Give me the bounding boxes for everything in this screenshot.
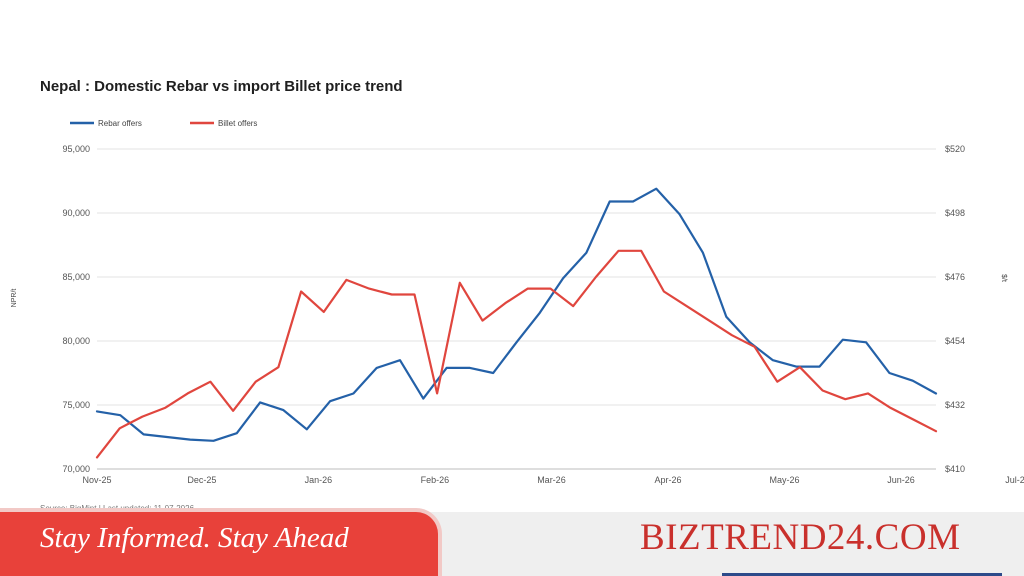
source-note: Source: BigMint | Last updated: 11-07-20…	[40, 504, 195, 512]
x-tick-label: Nov-25	[82, 475, 111, 485]
x-tick-label: Dec-25	[187, 475, 216, 485]
y-tick-label-left: 70,000	[62, 464, 90, 474]
y-axis-right-label: $/t	[1000, 274, 1007, 282]
x-tick-label: Mar-26	[537, 475, 566, 485]
series-line-rebar-offers	[95, 187, 938, 442]
y-tick-label-left: 75,000	[62, 400, 90, 410]
line-chart: 70,000 75,000 80,000 85,000 90,000 95,000 $410…	[11, 119, 1024, 512]
chart-title: Nepal : Domestic Rebar vs import Billet …	[40, 78, 403, 95]
y-tick-label-right: $432	[945, 400, 965, 410]
y-tick-label-right: $454	[945, 336, 965, 346]
y-tick-label-right: $476	[945, 272, 965, 282]
grid-lines	[97, 148, 936, 470]
x-tick-label: Jul-26	[1005, 475, 1024, 485]
y-tick-label-right: $410	[945, 464, 965, 474]
x-tick-label: Feb-26	[421, 475, 450, 485]
legend-label: Billet offers	[218, 119, 257, 128]
y-tick-label-right: $498	[945, 208, 965, 218]
y-tick-label-left: 85,000	[62, 272, 90, 282]
y-tick-label-right: $520	[945, 144, 965, 154]
x-tick-label: May-26	[770, 475, 800, 485]
x-tick-label: Jun-26	[887, 475, 915, 485]
x-tick-label: Jan-26	[305, 475, 333, 485]
x-tick-label: Apr-26	[654, 475, 681, 485]
series-line-billet-offers	[95, 249, 938, 459]
brand-logo-text[interactable]: BIZTREND24.COM	[640, 517, 961, 558]
y-tick-label-left: 80,000	[62, 336, 90, 346]
brand-underline	[722, 573, 1002, 576]
y-axis-left-label: NPR/t	[11, 289, 18, 308]
axis-labels: 70,000 75,000 80,000 85,000 90,000 95,000 $410…	[62, 144, 1024, 485]
tagline-text: Stay Informed. Stay Ahead	[40, 522, 349, 554]
y-tick-label-left: 90,000	[62, 208, 90, 218]
y-tick-label-left: 95,000	[62, 144, 90, 154]
legend-label: Rebar offers	[98, 119, 142, 128]
legend: Rebar offers Billet offers	[70, 119, 257, 128]
tagline-banner	[0, 512, 438, 576]
series-lines	[95, 187, 938, 459]
